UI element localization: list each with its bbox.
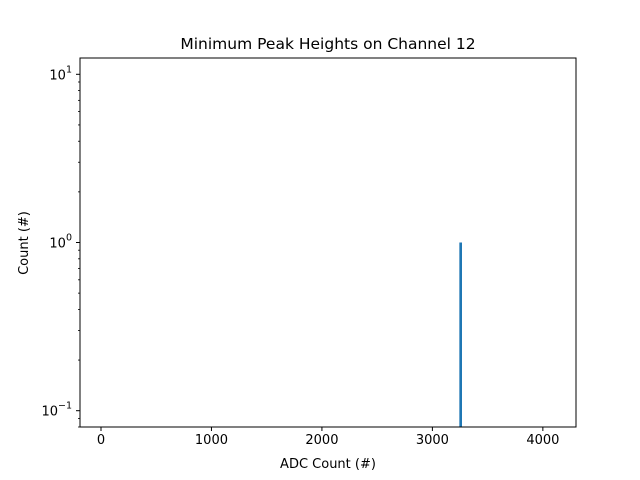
y-tick-label: 10−1 — [41, 401, 72, 420]
x-axis-label: ADC Count (#) — [280, 457, 376, 472]
y-tick-exponent: 1 — [66, 64, 72, 75]
y-tick-base: 10 — [49, 68, 66, 83]
y-axis-label: Count (#) — [17, 211, 32, 275]
bars-layer — [459, 242, 462, 427]
x-tick-label: 1000 — [195, 433, 228, 448]
x-tick-label: 0 — [97, 433, 105, 448]
y-tick-label: 100 — [49, 233, 72, 252]
y-tick-label: 101 — [49, 64, 72, 83]
x-tick-label: 4000 — [526, 433, 559, 448]
y-tick-base: 10 — [49, 237, 66, 252]
plot-frame — [79, 57, 577, 428]
x-axis-ticks: 0 1000 2000 3000 4000 — [97, 427, 559, 448]
x-tick-label: 2000 — [305, 433, 338, 448]
chart-title: Minimum Peak Heights on Channel 12 — [180, 35, 475, 53]
x-tick-label: 3000 — [416, 433, 449, 448]
y-tick-base: 10 — [41, 405, 58, 420]
histogram-bar — [459, 242, 462, 427]
y-tick-exponent: −1 — [58, 401, 72, 412]
y-tick-exponent: 0 — [66, 233, 72, 244]
